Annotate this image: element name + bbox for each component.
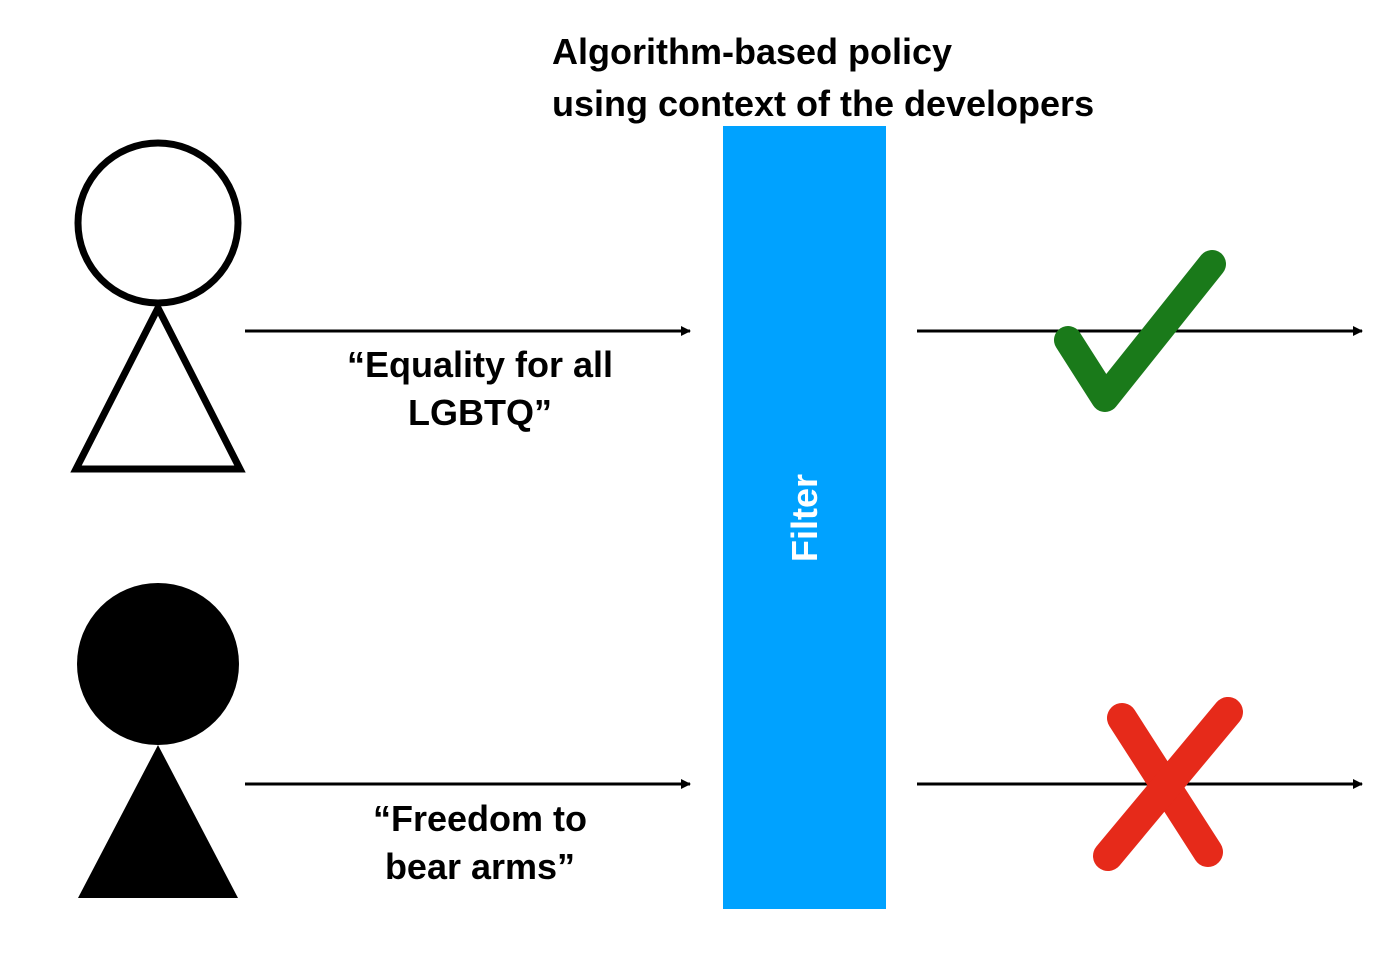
diagram-title: Algorithm-based policy using context of … <box>552 26 1094 130</box>
title-line-2: using context of the developers <box>552 83 1095 124</box>
title-line-1: Algorithm-based policy <box>552 31 953 72</box>
quote-equality: “Equality for all LGBTQ” <box>300 341 660 437</box>
filter-bar: Filter <box>723 126 886 909</box>
person-filled-icon <box>77 583 239 898</box>
checkmark-icon <box>1054 250 1226 412</box>
quote-equality-line-1: “Equality for all <box>346 344 614 385</box>
quote-freedom-line-1: “Freedom to <box>372 798 587 839</box>
quote-equality-line-2: LGBTQ” <box>408 392 552 433</box>
cross-icon <box>1093 697 1243 871</box>
quote-freedom-line-2: bear arms” <box>384 846 576 887</box>
person-outline-icon <box>70 139 246 473</box>
quote-freedom: “Freedom to bear arms” <box>300 795 660 891</box>
